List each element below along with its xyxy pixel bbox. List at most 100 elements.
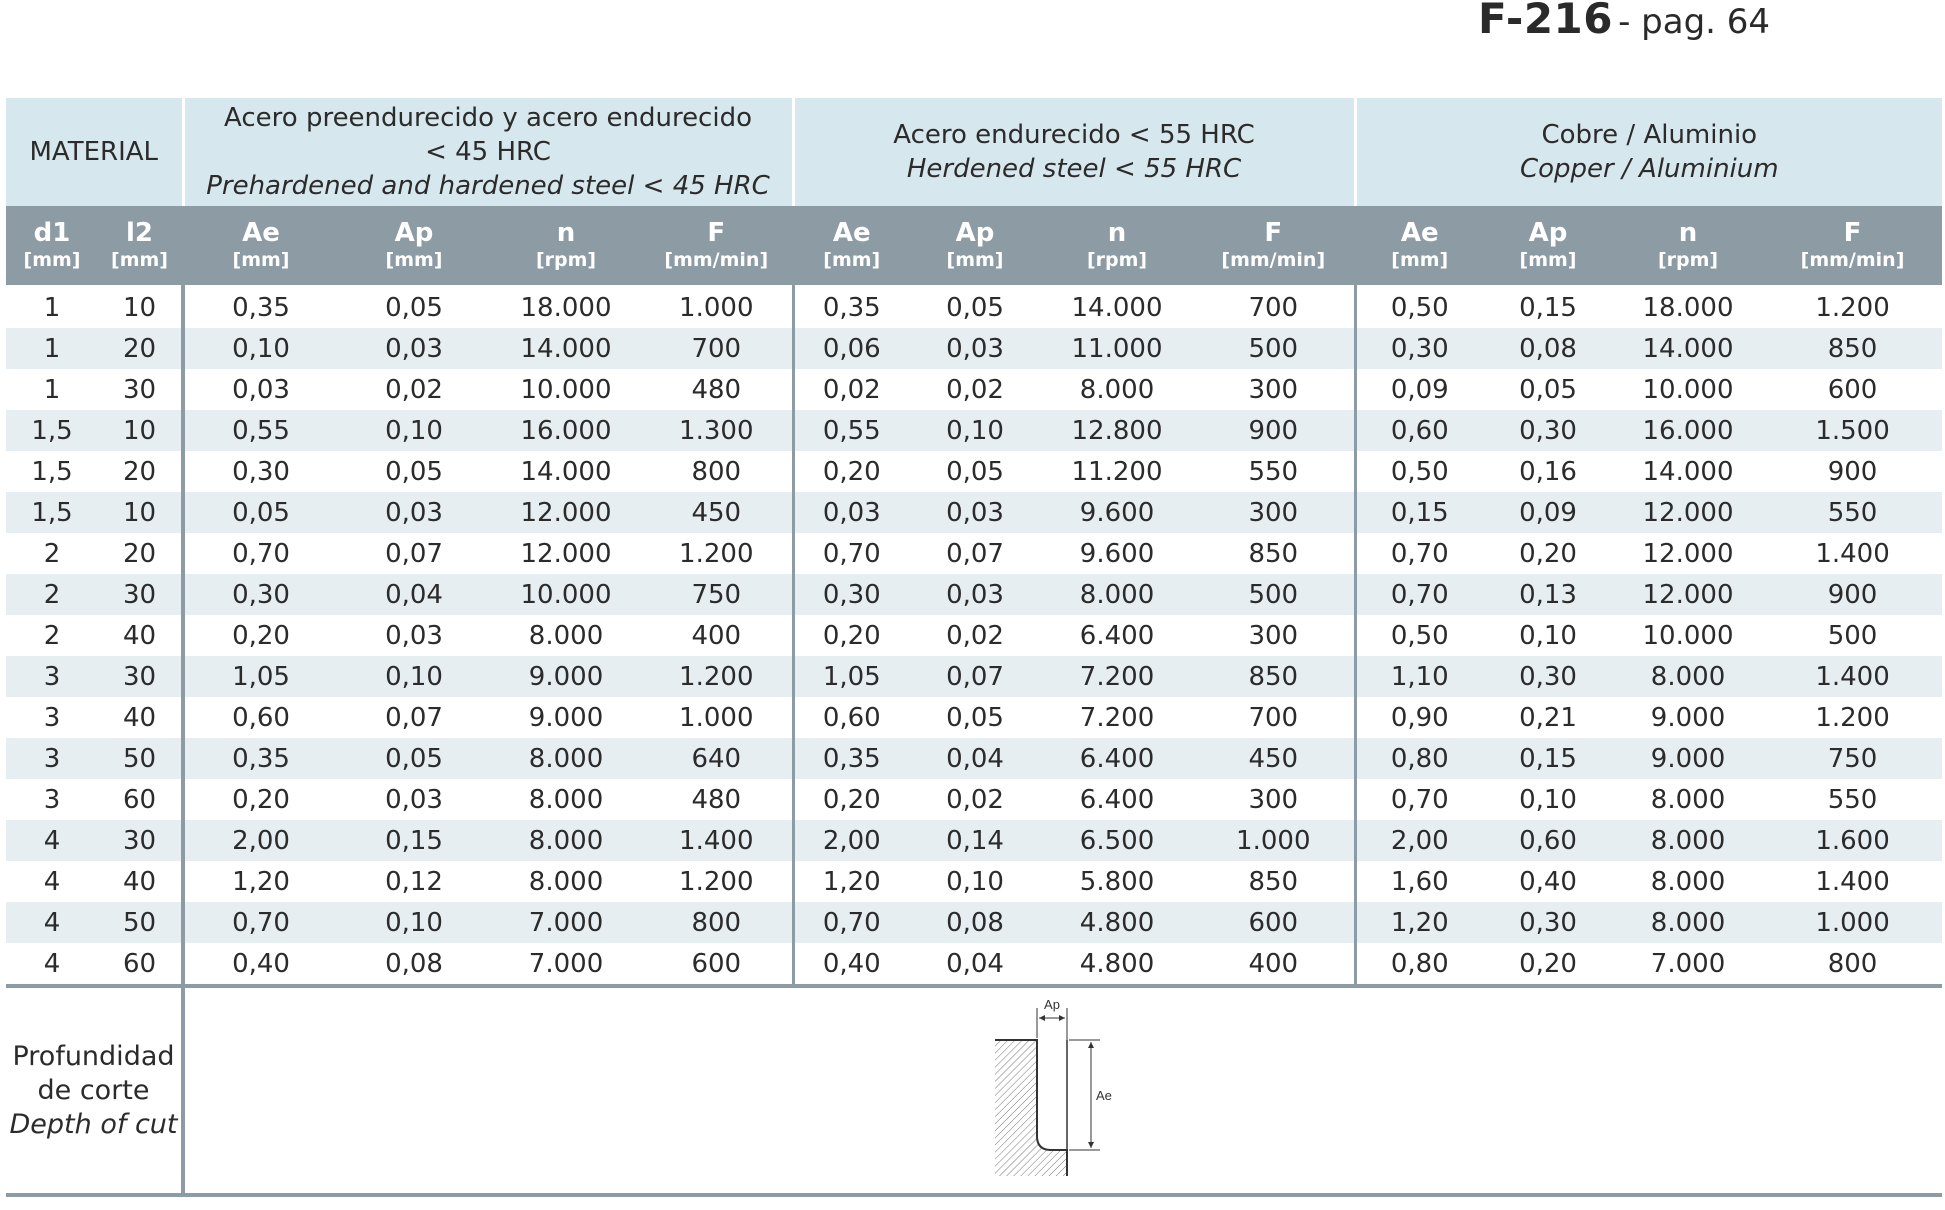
- cell-ap: 0,07: [946, 538, 1004, 569]
- col-unit: [mm]: [232, 249, 290, 272]
- cell-ae: 0,70: [1353, 533, 1484, 574]
- cell-n: 8.000: [491, 820, 642, 861]
- cell-n: 8.000: [1613, 656, 1764, 697]
- cell-f: 600: [1193, 902, 1356, 943]
- cell-n: 10.000: [491, 574, 642, 615]
- col-f: F [mm/min]: [1193, 206, 1356, 285]
- cell-f: 450: [1193, 738, 1356, 779]
- cell-ap: 0,05: [385, 456, 443, 487]
- cell-d1: 1,5: [6, 492, 98, 533]
- cell-l2: 50: [98, 902, 184, 943]
- cell-ap: 0,08: [1483, 328, 1614, 369]
- depth-label-en: Depth of cut: [9, 1108, 178, 1140]
- material-group-row: MATERIAL Acero preendurecido y acero end…: [6, 98, 1943, 206]
- table-row: 4 60 0,40 0,08 7.000 600 0,40 0,04 4.800 400 0,80 0…: [6, 943, 1942, 986]
- cell-f: 300: [1248, 784, 1299, 815]
- cell-ae: 0,60: [791, 697, 910, 738]
- col-ap: Ap [mm]: [337, 206, 492, 285]
- cell-f: 1.200: [679, 866, 754, 897]
- cell-ap: 0,15: [337, 820, 492, 861]
- cell-n: 7.000: [528, 948, 604, 979]
- cell-f: 300: [1193, 492, 1356, 533]
- cell-ap: 0,03: [909, 328, 1042, 369]
- cell-n: 9.600: [1041, 492, 1194, 533]
- cell-n: 9.600: [1079, 538, 1155, 569]
- cell-ap: 0,02: [385, 374, 443, 405]
- col-unit: [mm]: [823, 249, 881, 272]
- table-row: 3 60 0,20 0,03 8.000 480 0,20 0,02 6.400 300 0,70 0…: [6, 779, 1942, 820]
- cell-f: 850: [1193, 656, 1356, 697]
- cell-ae: 0,60: [1353, 410, 1484, 451]
- cell-ap: 0,04: [909, 738, 1042, 779]
- cell-f: 400: [1248, 948, 1299, 979]
- cell-ae: 0,70: [791, 533, 910, 574]
- cell-ae: 0,30: [791, 574, 910, 615]
- table-row: 1 10 0,35 0,05 18.000 1.000 0,35 0,05 14.000 700 0…: [6, 285, 1942, 328]
- cell-n: 8.000: [1650, 866, 1726, 897]
- cell-f: 900: [1827, 456, 1878, 487]
- cell-ae: 0,40: [181, 943, 338, 986]
- cell-ae: 0,50: [1353, 285, 1484, 328]
- cell-f: 1.000: [1193, 820, 1356, 861]
- cell-f: 1.200: [641, 656, 794, 697]
- cell-f: 1.600: [1763, 820, 1943, 861]
- cell-n: 14.000: [520, 456, 612, 487]
- cell-ae: 0,90: [1353, 697, 1484, 738]
- cell-l2: 10: [98, 410, 184, 451]
- cell-n: 14.000: [491, 328, 642, 369]
- col-symbol: Ap: [1528, 217, 1568, 248]
- cell-n: 7.200: [1079, 702, 1155, 733]
- cell-ap: 0,09: [1483, 492, 1614, 533]
- cell-n: 11.200: [1071, 456, 1163, 487]
- col-symbol: d1: [33, 217, 71, 248]
- cell-ae: 0,02: [791, 369, 910, 410]
- cell-l2: 10: [98, 492, 184, 533]
- cell-ap: 0,05: [385, 292, 443, 323]
- table-row: 2 40 0,20 0,03 8.000 400 0,20 0,02 6.400 300 0,50 0…: [6, 615, 1942, 656]
- cell-f: 800: [1827, 948, 1878, 979]
- table-body: 1 10 0,35 0,05 18.000 1.000 0,35 0,05 14.000 700 0…: [6, 285, 1943, 986]
- cell-ae: 0,55: [181, 410, 338, 451]
- cell-d1: 4: [43, 866, 61, 897]
- cell-f: 1.000: [1763, 902, 1943, 943]
- cell-n: 18.000: [520, 292, 612, 323]
- cell-ae: 0,30: [181, 574, 338, 615]
- cell-f: 1.000: [679, 702, 754, 733]
- cell-f: 800: [691, 456, 742, 487]
- cell-l2: 20: [122, 538, 157, 569]
- reference-header: F-216 - pag. 64: [1478, 0, 1770, 43]
- cell-ap: 0,10: [337, 902, 492, 943]
- cell-ae: 0,20: [181, 615, 338, 656]
- col-symbol: Ap: [394, 217, 434, 248]
- cell-n: 4.800: [1041, 902, 1194, 943]
- cell-f: 600: [1827, 374, 1878, 405]
- ae-arrow-bottom: [1088, 1142, 1095, 1148]
- cell-f: 550: [1827, 784, 1878, 815]
- col-unit: [rpm]: [535, 249, 597, 272]
- cell-ap: 0,30: [1483, 902, 1614, 943]
- col-ae: Ae [mm]: [1353, 206, 1484, 285]
- cell-ap: 0,15: [1519, 292, 1577, 323]
- cell-ap: 0,07: [385, 702, 443, 733]
- cell-f: 640: [641, 738, 794, 779]
- cell-f: 1.500: [1763, 410, 1943, 451]
- cell-n: 8.000: [491, 738, 642, 779]
- cell-ap: 0,16: [1519, 456, 1577, 487]
- cell-f: 900: [1763, 574, 1943, 615]
- cell-ap: 0,03: [909, 492, 1042, 533]
- cell-d1: 1,5: [6, 410, 98, 451]
- cell-ae: 0,20: [791, 451, 910, 492]
- depth-label-line1: Profundidad: [12, 1040, 175, 1072]
- cell-n: 8.000: [528, 784, 604, 815]
- cell-ae: 0,70: [1353, 779, 1484, 820]
- depth-of-cut-label: Profundidad de corte Depth of cut: [6, 984, 184, 1197]
- cell-l2: 30: [122, 374, 157, 405]
- cell-ae: 0,03: [181, 369, 338, 410]
- cell-ae: 0,35: [791, 738, 910, 779]
- table-row: 1,5 20 0,30 0,05 14.000 800 0,20 0,05 11.200 550 0…: [6, 451, 1942, 492]
- cell-ap: 0,30: [1483, 410, 1614, 451]
- cell-ap: 0,10: [337, 410, 492, 451]
- table-row: 3 40 0,60 0,07 9.000 1.000 0,60 0,05 7.200 700 0,9…: [6, 697, 1942, 738]
- cell-f: 500: [1193, 574, 1356, 615]
- cell-f: 850: [1248, 538, 1299, 569]
